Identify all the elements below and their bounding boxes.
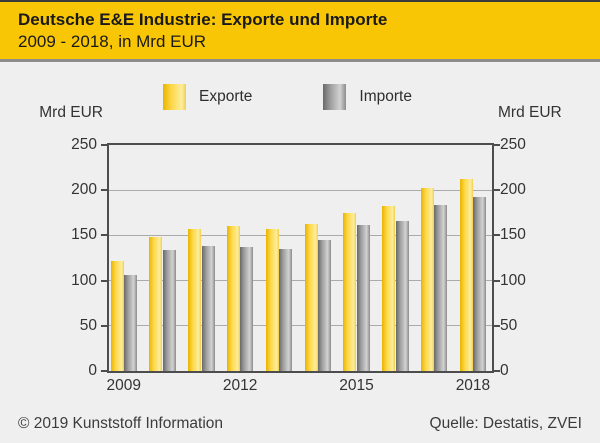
- bar-importe-2012: [240, 247, 254, 371]
- tick-right-100: [494, 279, 500, 282]
- chart-title: Deutsche E&E Industrie: Exporte und Impo…: [18, 10, 388, 29]
- bar-exporte-2013: [265, 229, 279, 371]
- tick-left-50: [101, 324, 107, 327]
- tick-left-100: [101, 279, 107, 282]
- tick-right-50: [494, 324, 500, 327]
- tick-right-0: [494, 370, 500, 372]
- axis-unit-left: Mrd EUR: [39, 104, 103, 121]
- ytick-right-150: 150: [500, 226, 526, 244]
- bar-exporte-2014: [304, 223, 318, 371]
- source-text: Quelle: Destatis, ZVEI: [429, 415, 582, 432]
- bar-importe-2015: [356, 225, 370, 371]
- ytick-right-250: 250: [500, 136, 526, 153]
- copyright-text: © 2019 Kunststoff Information: [18, 415, 224, 432]
- chart-footer: © 2019 Kunststoff Information Quelle: De…: [18, 415, 582, 433]
- importe-swatch-icon: [323, 84, 347, 110]
- bars-layer: [109, 145, 492, 371]
- bar-importe-2011: [201, 246, 215, 371]
- ytick-left-50: 50: [79, 316, 97, 334]
- legend-label-exporte: Exporte: [199, 88, 253, 105]
- gridline-100: [109, 280, 492, 282]
- bar-importe-2009: [124, 275, 137, 371]
- bar-exporte-2018: [459, 179, 473, 371]
- xtick-2009: 2009: [106, 377, 141, 394]
- tick-right-150: [494, 234, 500, 237]
- bar-exporte-2015: [343, 212, 357, 371]
- tick-left-150: [101, 234, 107, 237]
- tick-left-0: [101, 370, 107, 372]
- ytick-left-150: 150: [71, 226, 97, 244]
- bar-importe-2017: [434, 204, 448, 371]
- gridline-150: [109, 234, 492, 236]
- ytick-left-250: 250: [71, 136, 97, 153]
- chart-header: Deutsche E&E Industrie: Exporte und Impo…: [0, 2, 600, 59]
- legend-label-importe: Importe: [359, 88, 412, 105]
- bar-importe-2013: [279, 248, 293, 371]
- bar-exporte-2011: [188, 229, 202, 371]
- bar-exporte-2010: [149, 237, 163, 371]
- bar-exporte-2012: [226, 226, 240, 371]
- bar-exporte-2016: [382, 205, 396, 371]
- ytick-left-0: 0: [88, 362, 97, 379]
- tick-right-250: [494, 144, 500, 146]
- legend: Exporte Importe: [163, 84, 412, 110]
- bar-importe-2014: [318, 239, 331, 371]
- top-border: [0, 0, 600, 2]
- tick-right-200: [494, 189, 500, 192]
- tick-left-250: [101, 144, 107, 146]
- xtick-2012: 2012: [222, 377, 258, 394]
- xtick-2018: 2018: [455, 377, 491, 394]
- ytick-right-200: 200: [500, 181, 526, 199]
- bar-importe-2018: [473, 197, 487, 371]
- plot-area: [107, 143, 494, 373]
- ytick-right-100: 100: [500, 271, 526, 289]
- xtick-2015: 2015: [339, 377, 374, 394]
- header-separator: [0, 59, 600, 62]
- bar-importe-2010: [162, 249, 176, 371]
- ytick-left-100: 100: [71, 271, 97, 289]
- ytick-left-200: 200: [71, 181, 97, 199]
- bar-exporte-2017: [420, 188, 434, 371]
- gridline-50: [109, 325, 492, 327]
- ytick-right-50: 50: [500, 316, 518, 334]
- axis-unit-right: Mrd EUR: [498, 104, 562, 121]
- bar-importe-2016: [395, 220, 409, 371]
- exporte-swatch-icon: [163, 84, 186, 110]
- ytick-right-0: 0: [500, 362, 509, 379]
- gridline-200: [109, 189, 492, 191]
- tick-left-200: [101, 189, 107, 192]
- grid-layer: [109, 145, 492, 371]
- bar-exporte-2009: [110, 260, 124, 371]
- chart-subtitle: 2009 - 2018, in Mrd EUR: [18, 32, 207, 51]
